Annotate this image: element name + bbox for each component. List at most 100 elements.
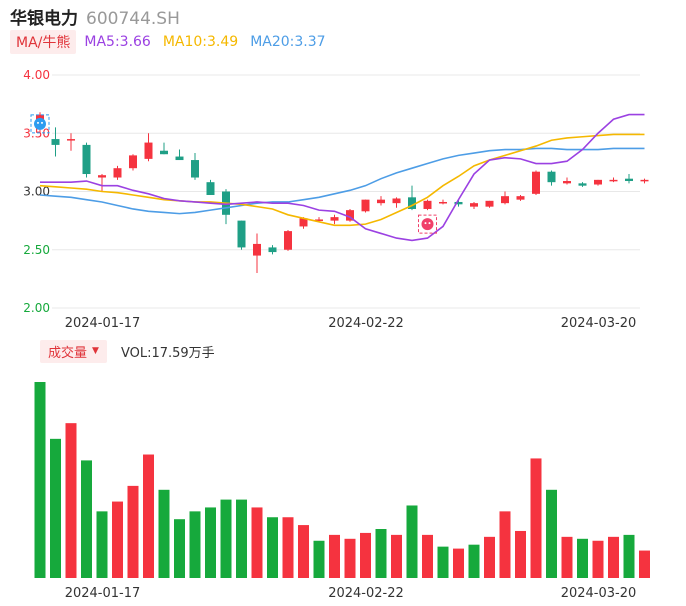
candle-body [51, 139, 60, 145]
volume-bar [298, 525, 309, 578]
candle [439, 199, 447, 205]
volume-bar [313, 540, 325, 578]
volume-bar [220, 499, 232, 578]
ma-legend-row: MA/牛熊 MA5:3.66 MA10:3.49 MA20:3.37 [10, 30, 338, 54]
candle-body [191, 160, 199, 178]
candle [191, 153, 199, 180]
candle-body [423, 200, 432, 209]
date-tick-label: 2024-02-22 [328, 586, 404, 601]
candle-body [454, 201, 463, 205]
date-tick-labels: 2024-01-17 2024-02-22 2024-03-20 [65, 316, 637, 331]
candle [51, 127, 60, 157]
candle [206, 179, 215, 195]
candle [578, 182, 587, 187]
volume-bar [530, 458, 542, 578]
candle [98, 174, 106, 192]
candle [284, 229, 292, 251]
ma20-label: MA20:3.37 [250, 34, 326, 50]
ma-selector-button[interactable]: MA/牛熊 [10, 30, 77, 54]
candle [113, 165, 122, 180]
candle-body [330, 217, 339, 221]
candle-body [113, 168, 122, 178]
price-tick-label: 3.50 [23, 126, 50, 140]
candle [547, 170, 556, 186]
candle-body [82, 144, 91, 175]
candle [330, 214, 339, 225]
volume-chart[interactable]: 2024-01-17 2024-02-22 2024-03-20 [0, 366, 686, 606]
date-tick-label: 2024-03-20 [561, 316, 637, 331]
price-tick-label: 2.50 [23, 243, 50, 257]
candle-body [563, 181, 571, 184]
volume-bar [437, 546, 449, 578]
candle-body [547, 171, 556, 183]
candle-body [392, 198, 401, 204]
candle [594, 179, 602, 186]
candle-body [609, 179, 618, 182]
volume-bar [205, 507, 216, 578]
volume-bars [34, 382, 650, 578]
candle-body [640, 179, 649, 182]
candle [501, 191, 509, 205]
volume-bar [375, 529, 387, 578]
candle-body [237, 220, 246, 248]
candle-body [175, 156, 184, 161]
candle [640, 178, 649, 184]
candle [563, 177, 571, 185]
volume-bar [344, 538, 356, 578]
candle [144, 133, 153, 162]
volume-value-label: VOL:17.59万手 [120, 345, 215, 361]
volume-bar [174, 519, 185, 578]
candle-body [253, 243, 261, 256]
volume-selector-button[interactable]: 成交量 ▼ [40, 339, 107, 363]
candle [268, 245, 277, 255]
ma10-label: MA10:3.49 [162, 34, 239, 50]
date-tick-label: 2024-03-20 [561, 586, 637, 601]
candle [485, 200, 494, 208]
candle [67, 133, 75, 151]
price-tick-label: 2.00 [23, 301, 50, 315]
volume-bar [453, 548, 464, 578]
candles [36, 112, 649, 274]
candle-body [470, 203, 478, 207]
candle [470, 201, 478, 209]
ma20-line [39, 147, 645, 215]
signal-markers [30, 114, 437, 234]
volume-bar [577, 538, 588, 578]
volume-bar [360, 532, 371, 578]
volume-bar [422, 534, 433, 578]
candle [361, 199, 370, 213]
stock-name: 华银电力 [10, 9, 78, 29]
candle [346, 208, 354, 222]
date-tick-label: 2024-01-17 [65, 316, 141, 331]
volume-bar [158, 489, 170, 578]
candle [532, 170, 540, 195]
moving-average-lines [39, 113, 645, 242]
candle [82, 142, 91, 178]
volume-bar [127, 485, 139, 578]
candle-body [485, 200, 494, 207]
candlestick-chart[interactable]: 4.003.503.002.502.00 2024-01-17 2024-02-2… [0, 0, 686, 340]
ma5-line [40, 113, 645, 242]
candle-body [361, 199, 370, 212]
volume-bar [143, 454, 154, 578]
volume-bar [561, 536, 573, 578]
volume-legend-row: 成交量 ▼ VOL:17.59万手 [40, 339, 215, 363]
candle-body [206, 182, 215, 195]
candle-body [408, 197, 416, 209]
volume-bar [608, 536, 619, 578]
volume-bar [251, 507, 263, 578]
candle [129, 154, 137, 171]
candle-body [284, 231, 292, 250]
candle [253, 233, 261, 274]
bull-signal-icon [418, 214, 437, 234]
candle-body [501, 196, 509, 204]
volume-bar [499, 511, 511, 578]
candle [625, 174, 633, 184]
candle-body [129, 155, 137, 169]
candle-body [98, 175, 106, 178]
candle [423, 199, 432, 211]
volume-bar [515, 530, 526, 578]
volume-bar [329, 534, 340, 578]
candle [237, 220, 246, 250]
candle-body [144, 142, 153, 159]
